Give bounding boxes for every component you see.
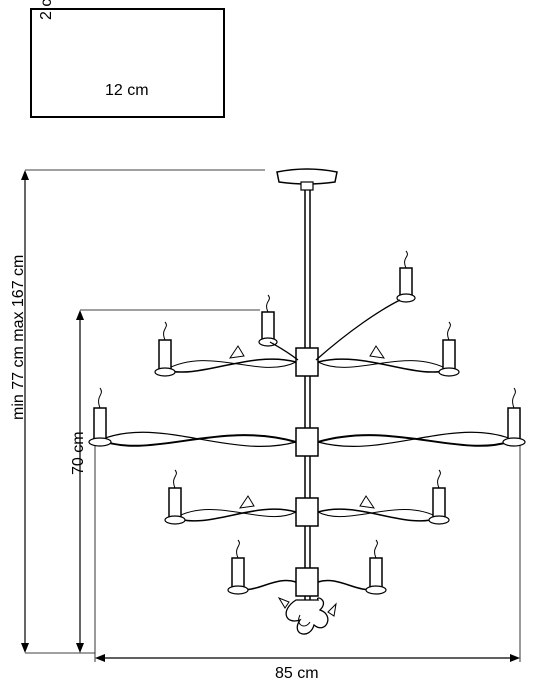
candle — [366, 540, 386, 594]
inset-width-label: 12 cm — [105, 82, 149, 100]
candle — [228, 540, 248, 594]
candle — [165, 470, 185, 524]
inset-height-label: 2 cm — [38, 0, 56, 20]
width-label: 85 cm — [275, 665, 319, 683]
inset-detail-box — [30, 8, 225, 118]
overall-height-label: min 77 cm max 167 cm — [10, 255, 28, 420]
body-height-label: 70 cm — [70, 431, 88, 475]
candle — [439, 322, 459, 376]
candle — [259, 295, 277, 346]
dim-overall-height — [21, 170, 265, 653]
candle — [397, 251, 415, 302]
finial — [279, 598, 336, 634]
candle — [429, 470, 449, 524]
diagram-container: 2 cm 12 cm min 77 cm max 167 cm 70 cm 85… — [0, 0, 537, 690]
dim-width — [25, 445, 520, 662]
chandelier-body — [89, 169, 525, 634]
candle — [155, 322, 175, 376]
